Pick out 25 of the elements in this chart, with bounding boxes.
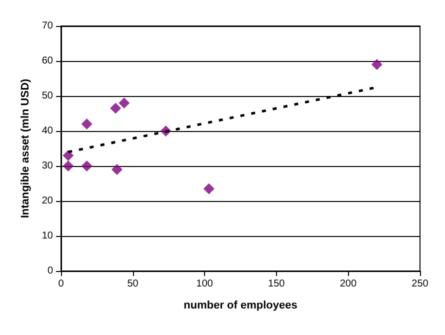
y-tick-label: 30 (42, 160, 54, 172)
point (371, 59, 382, 70)
point (81, 118, 92, 130)
point (62, 150, 74, 161)
y-tick-label: 50 (42, 90, 54, 102)
y-axis-title: Intangible asset (mln USD) (19, 78, 32, 218)
x-tick-label: 200 (340, 278, 357, 290)
x-axis-title: number of employees (184, 300, 298, 312)
y-tick-label: 0 (47, 266, 54, 276)
x-tick-label: 250 (412, 278, 429, 290)
x-tick-label: 100 (196, 278, 214, 290)
point (112, 164, 123, 175)
x-tick-label: 0 (58, 278, 64, 290)
point (118, 98, 130, 108)
y-tick-label: 40 (42, 126, 54, 136)
point (203, 183, 214, 194)
y-tick-label: 60 (42, 56, 54, 66)
y-tick-label: 10 (42, 230, 54, 242)
point (62, 160, 74, 172)
y-tick-label: 70 (42, 20, 54, 32)
point (81, 160, 92, 172)
y-tick-label: 20 (42, 196, 54, 206)
point (110, 102, 122, 114)
x-tick-label: 50 (127, 278, 139, 290)
x-tick-label: 150 (268, 278, 286, 290)
